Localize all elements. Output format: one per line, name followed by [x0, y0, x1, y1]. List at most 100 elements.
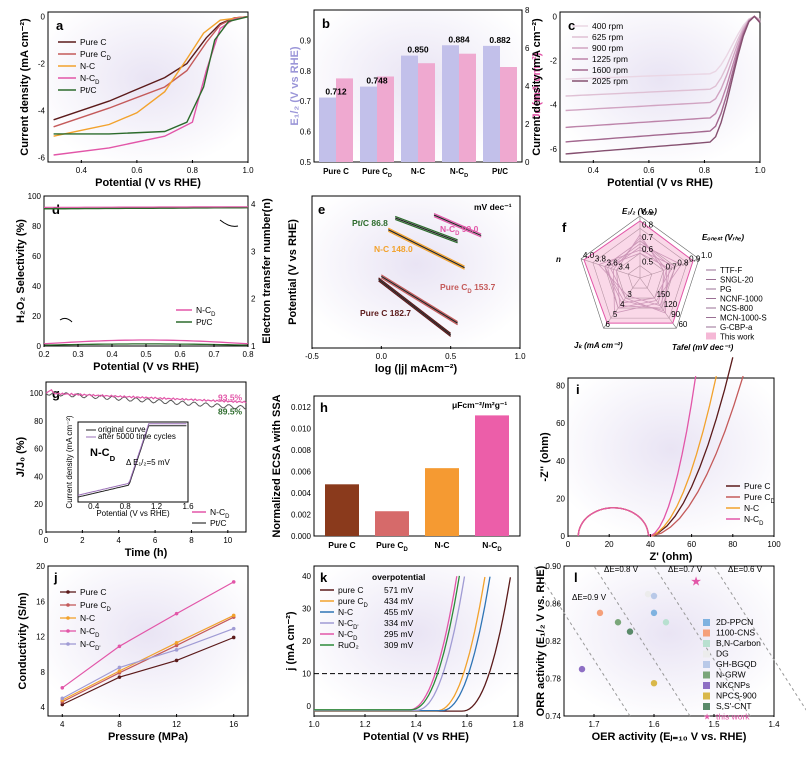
- panel-d-ylabel-left: H₂O₂ Selectivity (%): [15, 219, 27, 323]
- panel-j-ytick-3: 16: [36, 597, 45, 606]
- panel-e-line-4-1: [378, 278, 452, 336]
- panel-k-xlabel: Potential (V vs RHE): [363, 731, 469, 743]
- panel-i-legend-label-2: N-C: [744, 503, 759, 513]
- panel-f-grid-ring-5: [580, 215, 700, 329]
- panel-f-ring-label-2-0: 60: [678, 320, 687, 329]
- panel-c-xlabel: Potential (V vs RHE): [607, 177, 713, 189]
- panel-k-xtick-2: 1.4: [410, 720, 422, 729]
- panel-g-ytick-2: 40: [34, 472, 43, 481]
- panel-d-ytick-left-3: 60: [32, 252, 41, 261]
- panel-d-xlabel: Potential (V vs RHE): [93, 361, 199, 373]
- panel-b-ytick-left-4: 0.9: [300, 36, 312, 45]
- panel-k-curve-5: [314, 575, 461, 711]
- panel-e-letter: e: [318, 202, 325, 217]
- panel-d-ytick-right-0: 1: [251, 342, 256, 351]
- panel-k-legend-value-2: 455 mV: [384, 607, 414, 617]
- panel-d-arrow-right: [219, 219, 239, 227]
- panel-d-letter: d: [52, 202, 60, 217]
- panel-a-curve-2: [53, 16, 249, 137]
- panel-c-legend-label-1: 625 rpm: [592, 32, 623, 42]
- panel-j-letter: j: [53, 570, 58, 585]
- panel-c-legend-label-5: 2025 rpm: [592, 76, 628, 86]
- panel-g-xtick-0: 0: [44, 536, 49, 545]
- panel-d-xtick-4: 0.6: [174, 350, 186, 359]
- panel-e-line-label-3: Pure CD 153.7: [440, 282, 496, 295]
- panel-i-xtick-2: 40: [646, 540, 655, 549]
- panel-f-ring-label-4-0: 4.0: [583, 251, 595, 260]
- panel-j-line-4: [62, 628, 234, 699]
- panel-c-legend-label-0: 400 rpm: [592, 21, 623, 31]
- panel-j-legend-dot-2: [66, 616, 70, 620]
- panel-g-inset-xtick-2: 1.2: [151, 502, 163, 511]
- panel-f-letter: f: [562, 220, 567, 235]
- panel-h-ytick-3: 0.006: [291, 467, 312, 476]
- panel-e-frame: [311, 195, 521, 349]
- panel-b-j-bar-2: [418, 63, 435, 163]
- panel-e-xlabel: log (|j| mAcm⁻²): [375, 363, 458, 375]
- panel-e-line-2-2: [387, 230, 465, 270]
- panel-j-legend-label-3: N-CD: [80, 626, 99, 639]
- panel-h-ytick-5: 0.010: [291, 424, 312, 433]
- panel-j-point-0-2: [174, 658, 179, 663]
- panel-d-h2o2-curve-ncd: [43, 339, 249, 345]
- panel-l-legend-marker-0: [703, 619, 710, 626]
- panel-g-inset-xtick-0: 0.4: [88, 502, 100, 511]
- panel-f-ring-label-0-4: 0.5: [642, 258, 654, 267]
- panel-l-ytick-0: 0.74: [545, 712, 561, 721]
- panel-h-letter: h: [320, 400, 328, 415]
- panel-i-legend-label-1: Pure CD: [744, 492, 775, 505]
- panel-i-xtick-1: 20: [605, 540, 614, 549]
- panel-l-point-9: ★: [691, 576, 701, 588]
- panel-k-header: overpotential: [372, 572, 425, 582]
- panel-e-line-3-1: [381, 275, 458, 324]
- panel-l-letter: l: [574, 570, 578, 585]
- panel-a-legend-label-4: Pt/C: [80, 85, 97, 95]
- panel-j-ytick-1: 8: [41, 668, 46, 677]
- panel-j-xtick-1: 8: [117, 720, 122, 729]
- panel-f-legend-label-2: PG: [720, 285, 732, 294]
- panel-k-legend-value-4: 295 mV: [384, 629, 414, 639]
- panel-e-xtick-3: 1.0: [514, 352, 526, 361]
- panel-e-xtick-2: 0.5: [445, 352, 457, 361]
- panel-i-xtick-4: 80: [728, 540, 737, 549]
- panel-l-legend-marker-8: [703, 703, 710, 710]
- panel-g-inset-delta: Δ E₁/₂=5 mV: [126, 458, 170, 467]
- panel-f-legend-label-4: NCS-800: [720, 304, 753, 313]
- panel-g-ytick-5: 100: [30, 389, 44, 398]
- panel-h-bar-1: [375, 511, 409, 536]
- panel-g-xtick-4: 8: [189, 536, 194, 545]
- panel-a-ytick-3: -6: [38, 153, 46, 162]
- panel-g-pct-ptc: 89.5%: [218, 407, 243, 417]
- panel-e-line-1-1: [433, 214, 482, 237]
- panel-i-ytick-0: 0: [561, 532, 566, 541]
- panel-c-curve-3: [565, 15, 761, 129]
- panel-d-xtick-2: 0.4: [106, 350, 118, 359]
- panel-g-xtick-2: 4: [117, 536, 122, 545]
- panel-l-frame: [563, 565, 775, 717]
- panel-d-ylabel-right: Electron transfer number(n): [261, 198, 273, 344]
- panel-b-letter: b: [322, 16, 330, 31]
- panel-d-frame: [43, 195, 249, 347]
- panel-g-inset-xlabel: Potential (V vs RHE): [96, 509, 170, 518]
- panel-a-xtick-3: 1.0: [242, 166, 254, 175]
- panel-b-ytick-right-3: 6: [525, 44, 530, 53]
- panel-a-curve-4: [53, 16, 249, 135]
- panel-f-ring-label-4-2: 3.6: [607, 259, 619, 268]
- panel-f-legend-label-6: G-CBP-a: [720, 323, 753, 332]
- panel-k-letter: k: [320, 570, 328, 585]
- panel-l-point-1: [596, 609, 604, 617]
- panel-g-ylabel: J/J₀ (%): [15, 436, 27, 477]
- panel-e-line-2-1: [387, 229, 465, 269]
- panel-d-arrow-left: [59, 317, 73, 323]
- panel-c-ytick-1: -2: [550, 57, 558, 66]
- panel-b-value-label-1: 0.748: [366, 76, 388, 86]
- panel-d-ytick-left-1: 20: [32, 312, 41, 321]
- panel-i-xtick-3: 60: [687, 540, 696, 549]
- panel-b-value-label-3: 0.884: [448, 34, 470, 44]
- panel-a-background: [48, 12, 248, 162]
- panel-f-ring-label-4-1: 3.8: [595, 255, 607, 264]
- panel-a-xtick-2: 0.8: [187, 166, 199, 175]
- panel-k-legend-name-4: N-CD: [338, 629, 357, 642]
- panel-c-ytick-2: -4: [550, 101, 558, 110]
